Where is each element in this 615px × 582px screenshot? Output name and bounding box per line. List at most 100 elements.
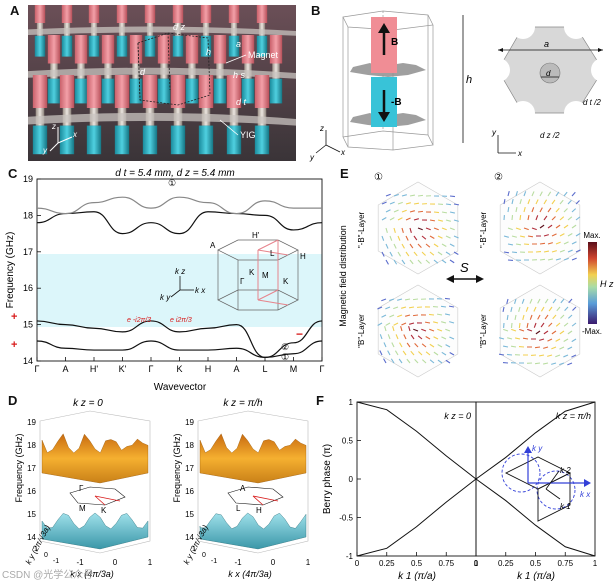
field-arrow — [409, 243, 414, 249]
f-xtick-label: 0 — [474, 559, 479, 568]
field-arrow — [401, 209, 407, 213]
field-arrow — [393, 306, 399, 310]
field-arrow — [544, 314, 549, 320]
field-arrow — [421, 251, 426, 256]
magnet-rod — [213, 35, 227, 64]
field-arrow — [385, 306, 391, 310]
top-label-dt2: d t /2 — [583, 98, 601, 107]
label-e-minus: e -i2π/3 — [127, 317, 151, 324]
yig-rod — [226, 125, 242, 155]
field-arrow — [547, 207, 552, 213]
yig-rod — [129, 78, 143, 104]
field-arrow — [535, 330, 541, 335]
field-arrow — [555, 322, 561, 327]
f-ytick-label: -0.5 — [339, 514, 353, 523]
field-arrow — [571, 208, 577, 213]
ytick-label: 1 — [34, 546, 38, 553]
field-arrow — [547, 338, 553, 342]
field-arrow — [560, 298, 565, 304]
f-left-frame — [356, 401, 477, 557]
panel-label-e: E — [340, 166, 349, 181]
field-arrow — [543, 330, 549, 335]
field-arrow — [555, 258, 561, 261]
d-bz-k: K — [101, 506, 107, 515]
field-arrow — [503, 198, 506, 205]
ztick-label: 17 — [27, 464, 36, 473]
field-arrow — [449, 321, 455, 324]
bz-kx: k x — [195, 286, 206, 295]
field-arrow — [547, 242, 553, 245]
field-arrow — [405, 235, 409, 241]
lattice-plate — [28, 26, 296, 36]
bz-path — [94, 495, 106, 506]
field-arrow — [453, 251, 459, 255]
yig-rod — [101, 78, 115, 104]
field-arrow — [571, 241, 577, 245]
field-arrow — [385, 209, 391, 213]
field-arrow — [429, 359, 435, 364]
field-arrow — [538, 354, 545, 357]
panel-f-berry-phase: 10.50-0.5-10 0.25 0.5 0.75 10 0.25 0.5 0.75 1 k … — [322, 398, 598, 582]
field-arrow — [526, 322, 529, 329]
field-arrow — [408, 306, 415, 309]
yig-rod — [74, 78, 88, 104]
field-arrow — [429, 219, 436, 222]
axis-y-label: y — [42, 146, 48, 155]
xtick-label: K' — [119, 364, 127, 374]
field-arrow — [409, 227, 412, 233]
field-arrow — [417, 194, 424, 197]
field-arrow — [540, 306, 545, 312]
field-arrow — [381, 314, 387, 318]
field-arrow — [563, 191, 568, 197]
f-left-title: k z = 0 — [444, 411, 471, 421]
field-arrow — [397, 235, 401, 241]
field-arrow — [575, 216, 581, 221]
field-arrow — [385, 193, 391, 197]
field-arrow — [436, 313, 443, 316]
field-arrow — [567, 233, 573, 237]
cbar-max: Max. — [583, 231, 600, 240]
field-arrow — [523, 191, 527, 197]
berry-curve-upper — [356, 401, 477, 480]
field-arrow — [428, 313, 435, 316]
field-arrow — [535, 199, 539, 205]
field-arrow — [417, 259, 422, 265]
field-arrow — [567, 199, 572, 205]
field-arrow — [405, 217, 411, 221]
field-arrow — [547, 354, 553, 357]
box-outline — [197, 410, 309, 554]
field-arrow — [445, 344, 451, 348]
lower-band-surface — [41, 512, 149, 550]
field-arrow — [421, 343, 427, 348]
field-arrow — [514, 314, 517, 321]
field-arrow — [555, 338, 561, 342]
mode-marker-top: ① — [168, 178, 176, 188]
magnet-rod — [256, 5, 268, 23]
ztick-label: 19 — [185, 418, 194, 427]
xtick-label: K — [176, 364, 182, 374]
field-arrow — [511, 328, 517, 332]
ztick-label: 14 — [27, 533, 36, 542]
ztick-label: 15 — [27, 510, 36, 519]
d-left-xlabel: k x (4π/3a) — [70, 569, 114, 579]
field-arrow — [537, 314, 541, 320]
d-right-title: k z = π/h — [223, 398, 263, 409]
top-label-d: d — [546, 69, 551, 78]
field-arrow — [445, 235, 451, 239]
ytick-label: 19 — [23, 174, 33, 184]
yig-rod — [228, 35, 240, 57]
panel-a-lattice — [28, 5, 296, 155]
field-arrow — [381, 298, 387, 302]
top-view — [486, 15, 613, 125]
f-xtick-label: 0.5 — [530, 559, 542, 568]
xtick-label: H' — [90, 364, 98, 374]
xtick-label: Γ — [149, 364, 154, 374]
field-arrow — [394, 350, 399, 356]
magnet-rod — [86, 75, 102, 108]
label-dz: d z — [173, 22, 186, 32]
bz-path — [252, 495, 264, 506]
lattice-plate — [28, 67, 296, 79]
field-arrow — [563, 257, 569, 261]
ytick-label: 0 — [44, 552, 48, 559]
